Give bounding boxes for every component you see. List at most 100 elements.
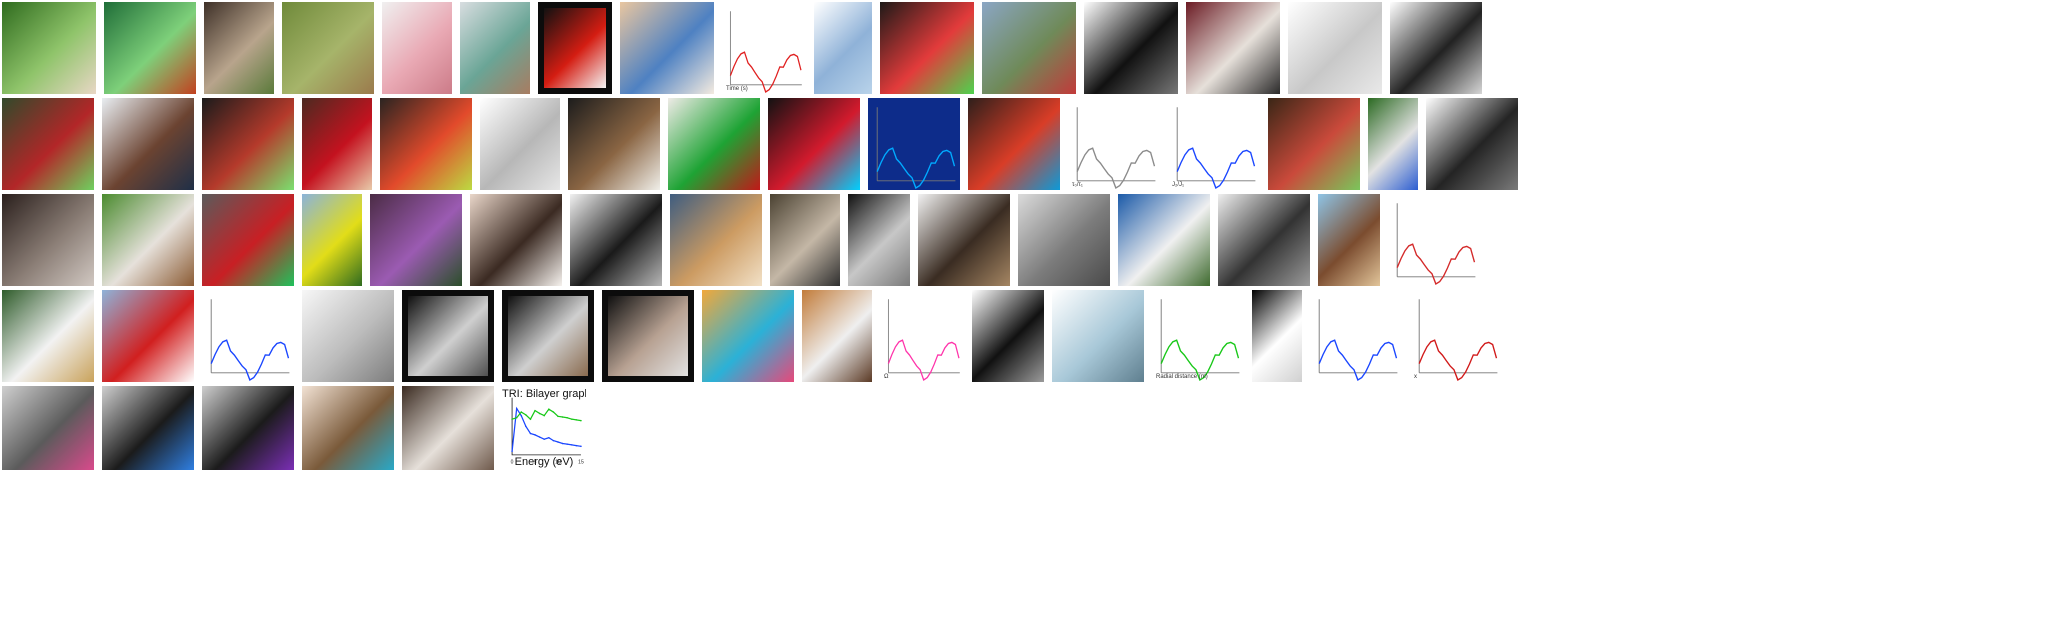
graphene-point-2-7 [539,413,541,415]
thumbnail-2-2[interactable] [102,98,194,190]
thumbnail-2-9[interactable] [768,98,860,190]
graphene-point-2-5 [530,418,532,420]
thumbnail-2-8[interactable] [668,98,760,190]
thumbnail-2-1[interactable] [2,98,94,190]
graphene-point-2-13 [566,417,568,419]
graphene-point-1-14 [571,444,573,446]
graphene-point-1-3 [521,415,523,417]
thumbnail-4-6[interactable] [502,290,594,382]
thumbnail-3-9[interactable] [770,194,840,286]
thumbnail-1-7[interactable] [538,2,612,94]
thumbnail-4-5[interactable] [402,290,494,382]
thumbnail-1-12[interactable] [982,2,1076,94]
thumbnail-2-11[interactable] [968,98,1060,190]
thumbnail-5-2[interactable] [102,386,194,470]
graphene-point-2-9 [548,408,550,410]
thumbnail-3-12[interactable] [1018,194,1110,286]
chart-background [1152,290,1244,382]
thumbnail-1-13[interactable] [1084,2,1178,94]
thumbnail-4-7[interactable] [602,290,694,382]
chart-background [1168,98,1260,190]
thumbnail-3-14[interactable] [1218,194,1310,286]
thumbnail-4-16[interactable]: x [1410,290,1502,382]
chart-svg-2-10 [868,98,960,190]
graphene-point-2-6 [534,410,536,412]
thumbnail-4-12[interactable] [1052,290,1144,382]
graphene-point-2-3 [521,411,523,413]
graphene-point-1-11 [557,441,559,443]
thumbnail-3-10[interactable] [848,194,910,286]
thumbnail-2-10[interactable] [868,98,960,190]
thumbnail-1-3[interactable] [204,2,274,94]
thumbnail-3-7[interactable] [570,194,662,286]
thumbnail-4-1[interactable] [2,290,94,382]
thumbnail-4-11[interactable] [972,290,1044,382]
thumbnail-4-14[interactable] [1252,290,1302,382]
thumbnail-1-6[interactable] [460,2,530,94]
thumbnail-4-10[interactable]: Ω [880,290,964,382]
graphene-point-1-8 [543,438,545,440]
thumbnail-2-6[interactable] [480,98,560,190]
graphene-point-2-16 [580,420,582,422]
thumbnail-1-16[interactable] [1390,2,1482,94]
thumbnail-2-4[interactable] [302,98,372,190]
thumbnail-1-9[interactable]: Time (s) [722,2,806,94]
thumbnail-5-3[interactable] [202,386,294,470]
thumbnail-3-3[interactable] [202,194,294,286]
thumbnail-3-16[interactable] [1388,194,1480,286]
thumbnail-5-1[interactable] [2,386,94,470]
thumbnail-1-11[interactable] [880,2,974,94]
thumbnail-2-15[interactable] [1368,98,1418,190]
thumbnail-2-13[interactable]: J₂/J₁ [1168,98,1260,190]
thumbnail-2-7[interactable] [568,98,660,190]
chart-background [1410,290,1502,382]
thumbnail-4-9[interactable] [802,290,872,382]
thumbnail-3-5[interactable] [370,194,462,286]
chart-svg-2-12 [1068,98,1160,190]
thumbnail-4-15[interactable] [1310,290,1402,382]
graphene-point-2-1 [511,418,513,420]
chart-background [722,2,806,94]
graphene-point-2-15 [576,419,578,421]
graphene-point-2-11 [557,416,559,418]
thumbnail-4-3[interactable] [202,290,294,382]
graphene-point-1-13 [566,443,568,445]
thumbnail-3-8[interactable] [670,194,762,286]
thumbnail-2-5[interactable] [380,98,472,190]
thumbnail-1-14[interactable] [1186,2,1280,94]
graphene-xlabel: Energy (eV) [502,456,586,468]
thumbnail-2-16[interactable] [1426,98,1518,190]
chart-background [1310,290,1402,382]
thumbnail-1-10[interactable] [814,2,872,94]
thumbnail-5-5[interactable] [402,386,494,470]
thumbnail-1-8[interactable] [620,2,714,94]
thumbnail-3-13[interactable] [1118,194,1210,286]
thumbnail-3-11[interactable] [918,194,1010,286]
thumbnail-4-2[interactable] [102,290,194,382]
chart-svg-4-16 [1410,290,1502,382]
thumbnail-2-3[interactable] [202,98,294,190]
thumbnail-3-2[interactable] [102,194,194,286]
thumbnail-1-1[interactable] [2,2,96,94]
thumbnail-1-2[interactable] [104,2,196,94]
thumbnail-1-5[interactable] [382,2,452,94]
thumbnail-3-15[interactable] [1318,194,1380,286]
thumbnail-2-12[interactable]: τ₀/τ₁ [1068,98,1160,190]
thumbnail-4-13[interactable]: Radial distance (m) [1152,290,1244,382]
thumbnail-2-14[interactable] [1268,98,1360,190]
thumbnail-3-4[interactable] [302,194,362,286]
thumbnail-1-15[interactable] [1288,2,1382,94]
thumbnail-1-4[interactable] [282,2,374,94]
graphene-point-1-12 [562,443,564,445]
thumbnail-3-1[interactable] [2,194,94,286]
thumbnail-5-6[interactable]: TRI: Bilayer graphene Energy (eV)0 5 10 15 [502,386,586,470]
graphene-point-2-2 [516,417,518,419]
graphene-point-2-4 [525,414,527,416]
thumbnail-5-4[interactable] [302,386,394,470]
chart-background [880,290,964,382]
thumbnail-4-4[interactable] [302,290,394,382]
thumbnail-3-6[interactable] [470,194,562,286]
chart-svg-3-16 [1388,194,1480,286]
chart-background [868,98,960,190]
thumbnail-4-8[interactable] [702,290,794,382]
